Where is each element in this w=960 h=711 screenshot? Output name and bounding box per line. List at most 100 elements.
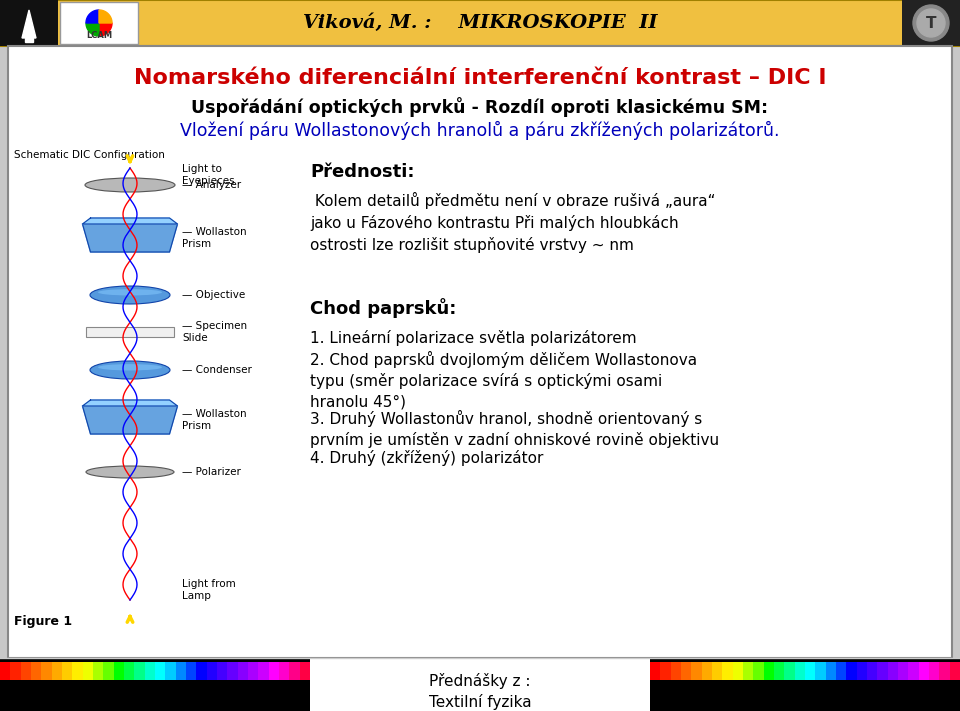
Bar [289, 662, 300, 680]
Ellipse shape [86, 466, 174, 478]
Circle shape [913, 5, 949, 41]
Bar [774, 662, 785, 680]
Circle shape [917, 9, 945, 37]
Ellipse shape [98, 364, 162, 370]
Bar [8, 46, 952, 658]
Text: Uspořádání optických prvků - Rozdíl oproti klasickému SM:: Uspořádání optických prvků - Rozdíl opro… [191, 97, 769, 117]
Bar [104, 662, 114, 680]
Bar [31, 662, 42, 680]
Bar [21, 662, 32, 680]
Bar [805, 662, 816, 680]
Bar [176, 662, 186, 680]
Bar [784, 662, 795, 680]
Bar [72, 662, 84, 680]
Bar [888, 662, 899, 680]
Bar [0, 0, 960, 46]
Bar [919, 662, 929, 680]
Text: T: T [925, 16, 936, 31]
Bar [908, 662, 919, 680]
Polygon shape [99, 10, 112, 23]
Polygon shape [86, 10, 99, 23]
Bar [722, 662, 733, 680]
Bar [836, 662, 847, 680]
Bar [197, 662, 207, 680]
Text: Vložení páru Wollastonových hranolů a páru zkřížených polarizátorů.: Vložení páru Wollastonových hranolů a pá… [180, 120, 780, 139]
Bar [691, 662, 702, 680]
Bar [124, 662, 134, 680]
Bar [902, 0, 960, 46]
Bar [11, 662, 21, 680]
Polygon shape [83, 218, 178, 224]
Ellipse shape [90, 361, 170, 379]
Bar [155, 662, 166, 680]
Text: — Polarizer: — Polarizer [182, 467, 241, 477]
Bar [847, 662, 857, 680]
Bar [877, 662, 888, 680]
Bar [258, 662, 269, 680]
Text: Nomarského diferenciální interferenční kontrast – DIC I: Nomarského diferenciální interferenční k… [133, 68, 827, 88]
Bar [310, 658, 650, 711]
Bar [671, 662, 682, 680]
Bar [815, 662, 827, 680]
Bar [52, 662, 62, 680]
Polygon shape [83, 406, 178, 434]
Bar [248, 662, 259, 680]
Bar [712, 662, 723, 680]
Text: 4. Druhý (zkřížený) polarizátor: 4. Druhý (zkřížený) polarizátor [310, 450, 543, 466]
Bar [763, 662, 775, 680]
Text: Přednášky z :
Textilní fyzika: Přednášky z : Textilní fyzika [429, 673, 531, 710]
Bar [660, 662, 671, 680]
Bar [732, 662, 743, 680]
Text: 2. Chod paprsků dvojlomým děličem Wollastonova
typu (směr polarizace svírá s opt: 2. Chod paprsků dvojlomým děličem Wollas… [310, 351, 697, 409]
Text: Schematic DIC Configuration: Schematic DIC Configuration [14, 150, 165, 160]
Bar [83, 662, 93, 680]
Bar [238, 662, 249, 680]
Bar [939, 662, 950, 680]
Text: Přednosti:: Přednosti: [310, 163, 415, 181]
Polygon shape [25, 38, 33, 42]
Bar [754, 662, 764, 680]
Text: Figure 1: Figure 1 [14, 615, 72, 628]
Ellipse shape [85, 178, 175, 192]
Text: — Condenser: — Condenser [182, 365, 252, 375]
Bar [826, 662, 836, 680]
Bar [86, 327, 174, 337]
Text: — Objective: — Objective [182, 290, 245, 300]
Bar [702, 662, 712, 680]
Ellipse shape [90, 286, 170, 304]
Bar [856, 662, 868, 680]
Bar [650, 662, 660, 680]
Text: 1. Lineární polarizace světla polarizátorem: 1. Lineární polarizace světla polarizáto… [310, 330, 636, 346]
Polygon shape [22, 10, 36, 38]
Bar [743, 662, 754, 680]
Text: Viková, M. :    MIKROSKOPIE  II: Viková, M. : MIKROSKOPIE II [302, 14, 658, 32]
Bar [217, 662, 228, 680]
Bar [41, 662, 52, 680]
Bar [0, 662, 11, 680]
Text: Chod paprsků:: Chod paprsků: [310, 298, 456, 318]
Text: 3. Druhý Wollastonův hranol, shodně orientovaný s
prvním je umístěn v zadní ohni: 3. Druhý Wollastonův hranol, shodně orie… [310, 410, 719, 448]
Bar [186, 662, 197, 680]
Text: — Wollaston
Prism: — Wollaston Prism [182, 228, 247, 249]
Text: Light from
Lamp: Light from Lamp [182, 579, 236, 602]
Polygon shape [83, 400, 178, 406]
Bar [681, 662, 692, 680]
Polygon shape [99, 23, 112, 36]
Bar [795, 662, 805, 680]
Ellipse shape [98, 289, 162, 296]
Bar [93, 662, 104, 680]
Bar [279, 662, 290, 680]
Bar [134, 662, 145, 680]
Bar [949, 662, 960, 680]
Bar [62, 662, 73, 680]
Bar [867, 662, 877, 680]
Bar [269, 662, 279, 680]
Bar [60, 2, 138, 44]
Bar [145, 662, 156, 680]
Text: — Analyzer: — Analyzer [182, 180, 241, 190]
Bar [206, 662, 218, 680]
Bar [300, 662, 310, 680]
Bar [929, 662, 940, 680]
Text: Light to
Eyepieces: Light to Eyepieces [182, 164, 234, 186]
Bar [898, 662, 909, 680]
